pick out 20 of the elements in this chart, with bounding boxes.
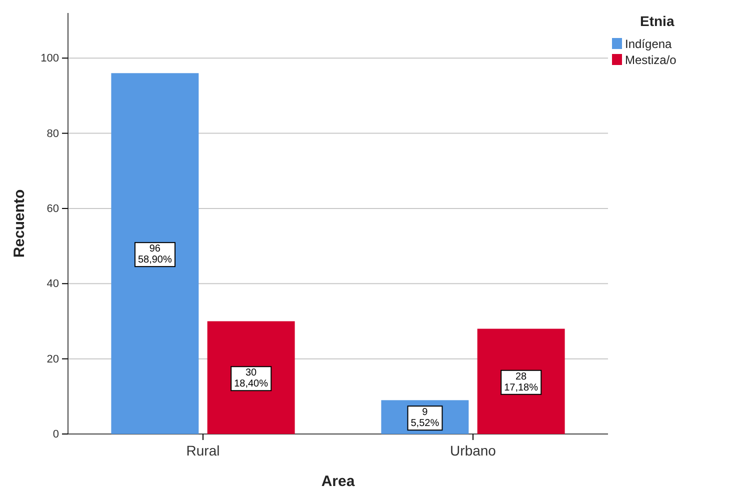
x-tick-label: Urbano <box>450 442 496 459</box>
y-tick-label: 40 <box>46 278 59 290</box>
data-label: 96 58,90% <box>138 244 172 266</box>
legend-title: Etnia <box>640 13 674 29</box>
data-label: 28 17,18% <box>504 371 538 394</box>
x-tick-label: Rural <box>186 442 220 459</box>
y-tick-label: 80 <box>46 128 59 140</box>
bar <box>207 321 295 434</box>
bar <box>477 328 565 434</box>
y-tick-label: 0 <box>52 428 59 441</box>
y-axis-title: Recuento <box>11 189 28 258</box>
data-label: 30 18,40% <box>234 368 268 390</box>
y-tick-label: 20 <box>46 353 59 366</box>
data-label: 9 5,52% <box>410 407 440 430</box>
y-tick-label: 100 <box>40 52 59 65</box>
x-axis-title: Area <box>321 473 356 490</box>
bar <box>111 73 199 434</box>
y-tick-label: 60 <box>46 202 59 215</box>
legend-label: Indígena <box>625 37 672 51</box>
legend-label: Mestiza/o <box>625 53 677 67</box>
